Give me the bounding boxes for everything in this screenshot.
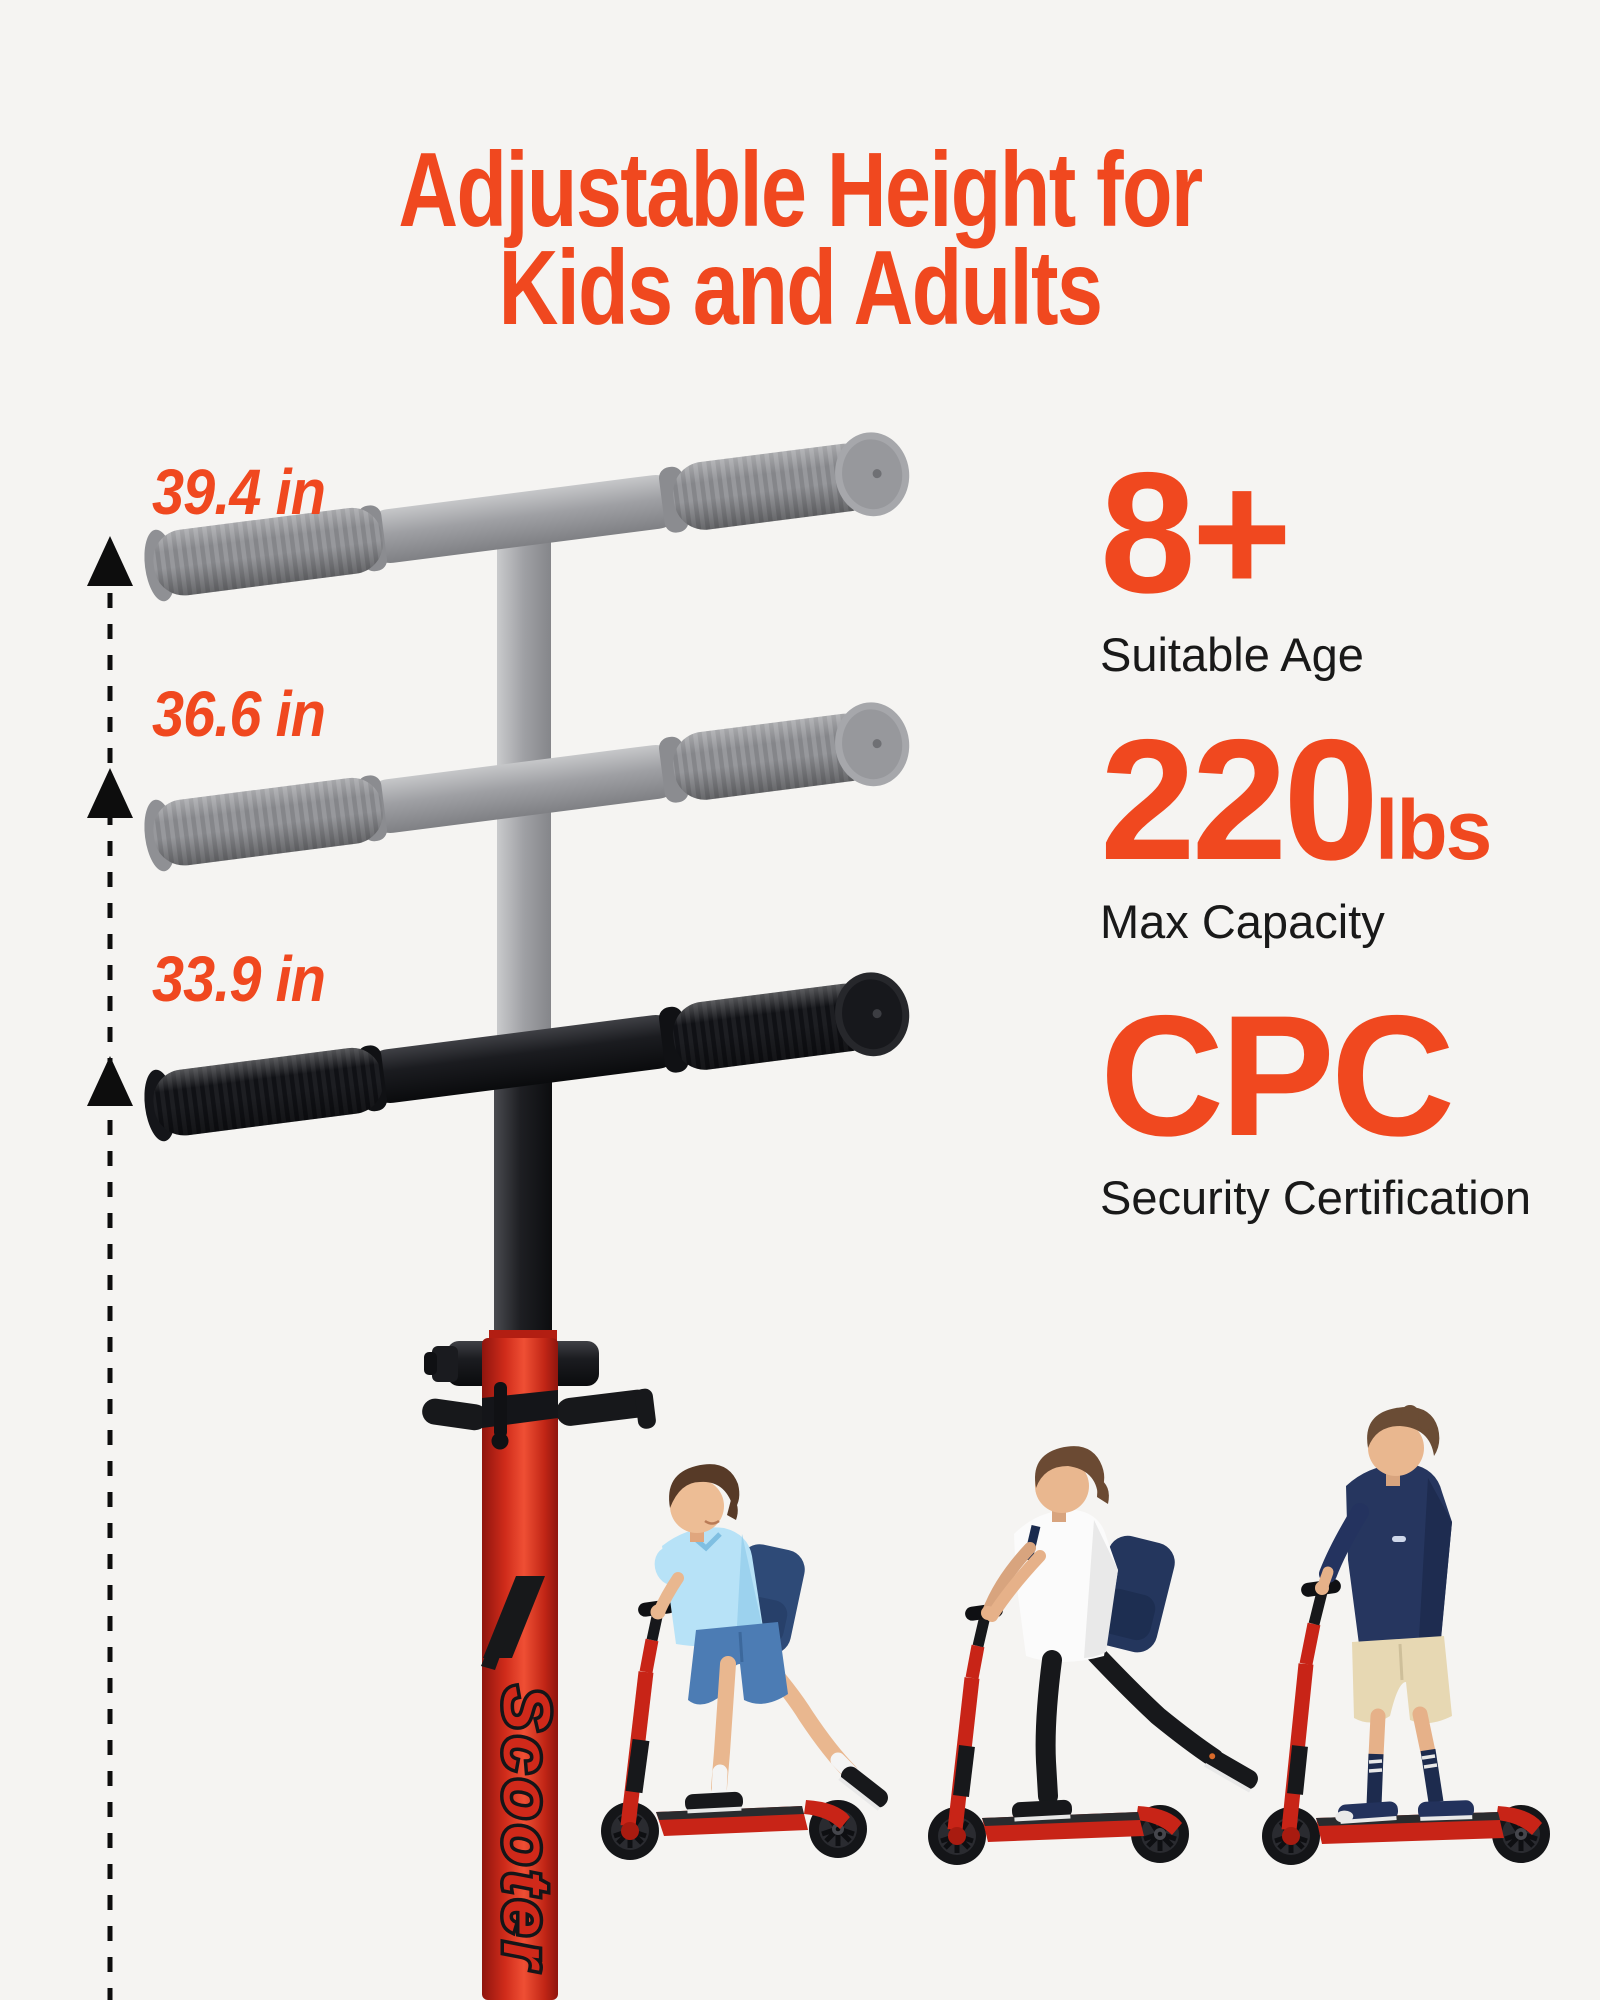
child-hair (669, 1464, 740, 1510)
spec-suitable-age: 8+ Suitable Age (1100, 447, 1364, 681)
photo-rider-child (601, 1464, 888, 1860)
teen-shoe (1011, 1799, 1073, 1822)
spec-certification: CPC Security Certification (1100, 990, 1531, 1224)
spec-number: CPC (1100, 980, 1455, 1172)
adult-figure (1315, 1405, 1475, 1824)
measure-arrow-icon (87, 1056, 133, 1106)
scooter-stem-and-bars: Scooter (139, 427, 915, 2000)
spec-unit: lbs (1374, 783, 1492, 877)
teen-hair (1035, 1446, 1105, 1496)
stem-decals: Scooter (481, 1576, 568, 1977)
height-measure-line (87, 536, 133, 2000)
spec-value: CPC (1100, 990, 1531, 1162)
child-head (670, 1479, 724, 1533)
carry-hook (422, 1382, 656, 1450)
child-shorts (688, 1622, 788, 1705)
teen-head (1035, 1459, 1089, 1513)
spec-value: 220lbs (1100, 714, 1492, 886)
stem-black-tube (494, 1035, 552, 1345)
adult-shoe (1335, 1801, 1399, 1824)
measure-arrow-icon (87, 536, 133, 586)
photo-rider-teen (928, 1446, 1258, 1865)
adult-head (1368, 1420, 1424, 1476)
page-title-line2: Kids and Adults (498, 228, 1103, 347)
teen-figure (981, 1446, 1258, 1822)
child-shoe (838, 1766, 888, 1811)
spec-value: 8+ (1100, 447, 1364, 619)
spec-label: Max Capacity (1100, 895, 1385, 948)
height-label-mid: 36.6 in (152, 678, 326, 750)
stem-brand-text: Scooter (490, 1686, 564, 1974)
spec-number: 220 (1100, 704, 1379, 896)
teen-shoe (1203, 1750, 1258, 1793)
spec-number: 8+ (1100, 437, 1292, 629)
stem-red-tube (482, 1338, 558, 2000)
spec-label: Security Certification (1100, 1171, 1531, 1224)
page-title: Adjustable Height for Kids and Adults (0, 131, 1600, 347)
measure-arrow-icon (87, 768, 133, 818)
child-shoe (684, 1791, 744, 1814)
photo-rider-adult (1262, 1405, 1550, 1865)
spec-label: Suitable Age (1100, 628, 1364, 681)
height-label-high: 39.4 in (152, 456, 326, 528)
height-label-low: 33.9 in (152, 943, 326, 1015)
child-figure (650, 1464, 888, 1814)
child-scooter (601, 1599, 867, 1860)
adult-shoe (1417, 1800, 1475, 1821)
page-title-line1: Adjustable Height for (398, 131, 1203, 250)
adult-socks (1366, 1748, 1444, 1807)
spec-max-capacity: 220lbs Max Capacity (1100, 714, 1492, 948)
